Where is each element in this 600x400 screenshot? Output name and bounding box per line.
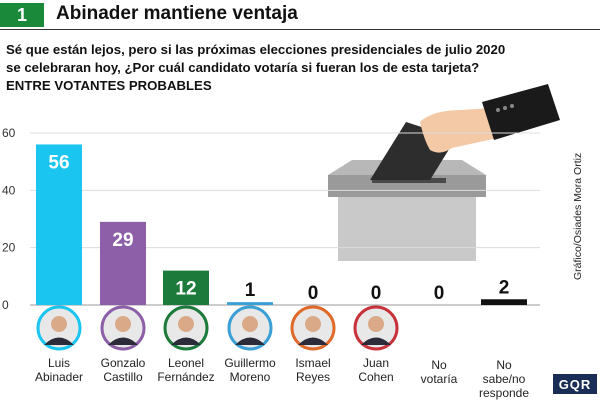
candidate-avatar-icon	[227, 305, 273, 351]
bar	[481, 299, 527, 305]
candidate-avatar-icon	[353, 305, 399, 351]
candidate-avatar-icon	[163, 305, 209, 351]
bar	[36, 144, 82, 305]
chart-title: Abinader mantiene ventaja	[56, 3, 298, 24]
x-tick-label-line: Ismael	[295, 356, 331, 370]
x-tick-label-line: Reyes	[295, 370, 330, 384]
x-tick-label-line: Abinader	[34, 370, 84, 384]
x-tick-label: Guillermo Moreno	[210, 356, 290, 384]
bar	[227, 302, 273, 305]
data-label: 0	[434, 283, 445, 304]
y-tick-label: 0	[2, 298, 9, 312]
x-tick-label-line: Juan	[362, 356, 390, 370]
x-tick-label: No sabe/no responde	[464, 358, 544, 400]
header-divider	[0, 29, 600, 30]
ballot-box-icon	[328, 84, 560, 261]
graphic-credit: Gráfico/Osiades Mora Ortiz	[572, 152, 584, 280]
x-tick-label-line: Castillo	[103, 370, 143, 384]
x-tick-label-line: Cohen	[358, 370, 394, 384]
survey-question: Sé que están lejos, pero si las próximas…	[6, 41, 546, 95]
question-line-1: Sé que están lejos, pero si las próximas…	[6, 42, 506, 57]
data-label: 1	[245, 280, 256, 301]
x-tick-label: Luis Abinader	[19, 356, 99, 384]
data-label: 2	[499, 277, 510, 298]
x-tick-label-line: Moreno	[229, 370, 271, 384]
section-number: 1	[0, 3, 44, 27]
question-subtitle: ENTRE VOTANTES PROBABLES	[6, 78, 212, 93]
question-line-2: se celebraran hoy, ¿Por cuál candidato v…	[6, 60, 480, 75]
data-label: 56	[48, 152, 69, 173]
x-tick-label-line: Gonzalo	[100, 356, 146, 370]
x-tick-label: Gonzalo Castillo	[83, 356, 163, 384]
x-tick-label-line: Guillermo	[224, 356, 276, 370]
x-tick-label-line: responde	[478, 386, 530, 400]
x-tick-label-line: votaría	[420, 372, 458, 386]
x-tick-label-line: Fernández	[157, 370, 215, 384]
data-label: 0	[308, 283, 319, 304]
y-tick-label: 40	[2, 183, 16, 197]
gqr-logo: GQR	[553, 374, 597, 394]
candidate-avatar-icon	[36, 305, 82, 351]
x-tick-label: Leonel Fernández	[146, 356, 226, 384]
x-tick-label-line: No	[496, 358, 512, 372]
y-tick-label: 60	[2, 126, 16, 140]
x-tick-label: No votaría	[399, 358, 479, 386]
x-tick-label-line: No	[431, 358, 447, 372]
x-tick-label-line: Leonel	[167, 356, 205, 370]
x-tick-label-line: sabe/no	[482, 372, 526, 386]
x-tick-label: Ismael Reyes	[273, 356, 353, 384]
bar	[100, 221, 146, 305]
x-tick-label: Juan Cohen	[336, 356, 416, 384]
candidate-avatar-icon	[100, 305, 146, 351]
data-label: 29	[112, 230, 133, 251]
y-tick-label: 20	[2, 241, 16, 255]
candidate-avatar-icon	[290, 305, 336, 351]
bar	[163, 270, 209, 305]
data-label: 12	[175, 279, 196, 300]
data-label: 0	[371, 283, 382, 304]
header: 1 Abinader mantiene ventaja	[0, 0, 600, 30]
x-tick-label-line: Luis	[47, 356, 70, 370]
